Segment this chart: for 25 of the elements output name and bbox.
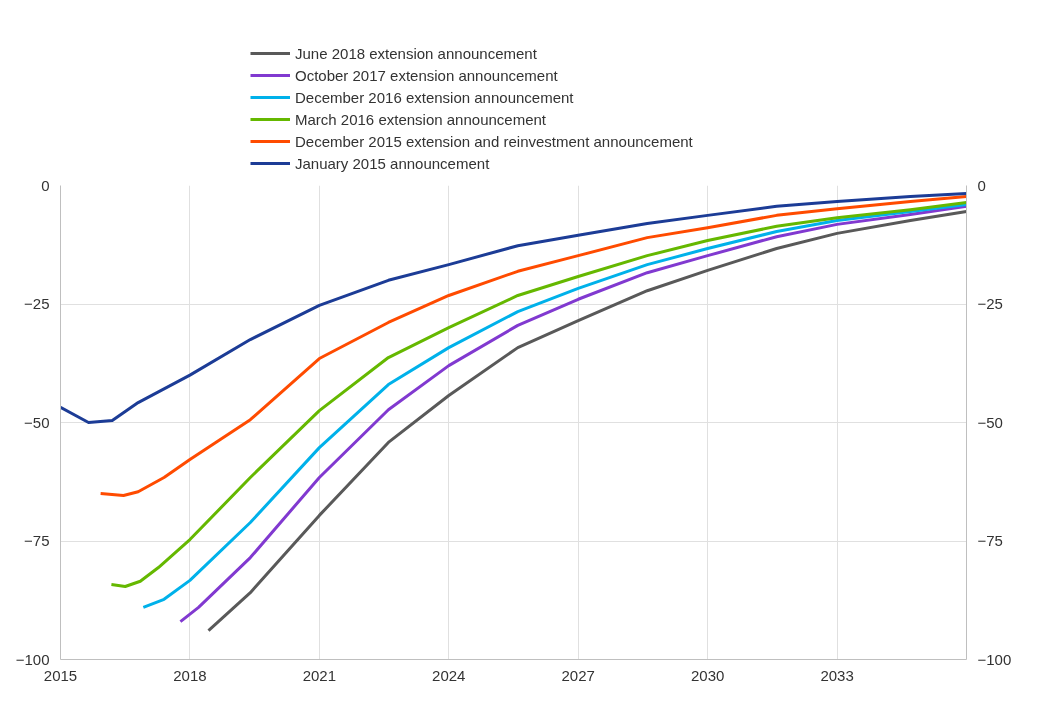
y2-tick-label: −100 (977, 650, 1012, 668)
x-tick-label: 2030 (690, 666, 725, 684)
x-tick-label: 2015 (43, 666, 78, 684)
y-tick-label: −100 (15, 650, 50, 668)
legend-label: January 2015 announcement (295, 154, 490, 172)
x-tick-label: 2027 (561, 666, 595, 684)
x-tick-label: 2033 (820, 666, 854, 684)
y2-tick-label: −25 (977, 295, 1003, 312)
x-tick-label: 2018 (173, 666, 207, 684)
y2-tick-label: −50 (977, 413, 1003, 431)
legend-label: March 2016 extension announcement (295, 110, 547, 128)
legend-label: December 2015 extension and reinvestment announcement (295, 132, 693, 150)
y-tick-label: −75 (24, 532, 50, 549)
y2-tick-label: −75 (977, 532, 1003, 549)
y-tick-label: −50 (24, 413, 50, 431)
y2-tick-label: 0 (977, 176, 986, 194)
legend-label: October 2017 extension announcement (295, 66, 558, 84)
y-tick-label: −25 (24, 295, 50, 312)
y-tick-label: 0 (41, 176, 50, 194)
x-tick-label: 2024 (432, 666, 466, 684)
legend-label: December 2016 extension announcement (295, 88, 574, 106)
line-series (60, 192, 967, 424)
x-tick-label: 2021 (302, 666, 337, 684)
line-series (99, 194, 967, 497)
legend-label: June 2018 extension announcement (295, 44, 537, 62)
